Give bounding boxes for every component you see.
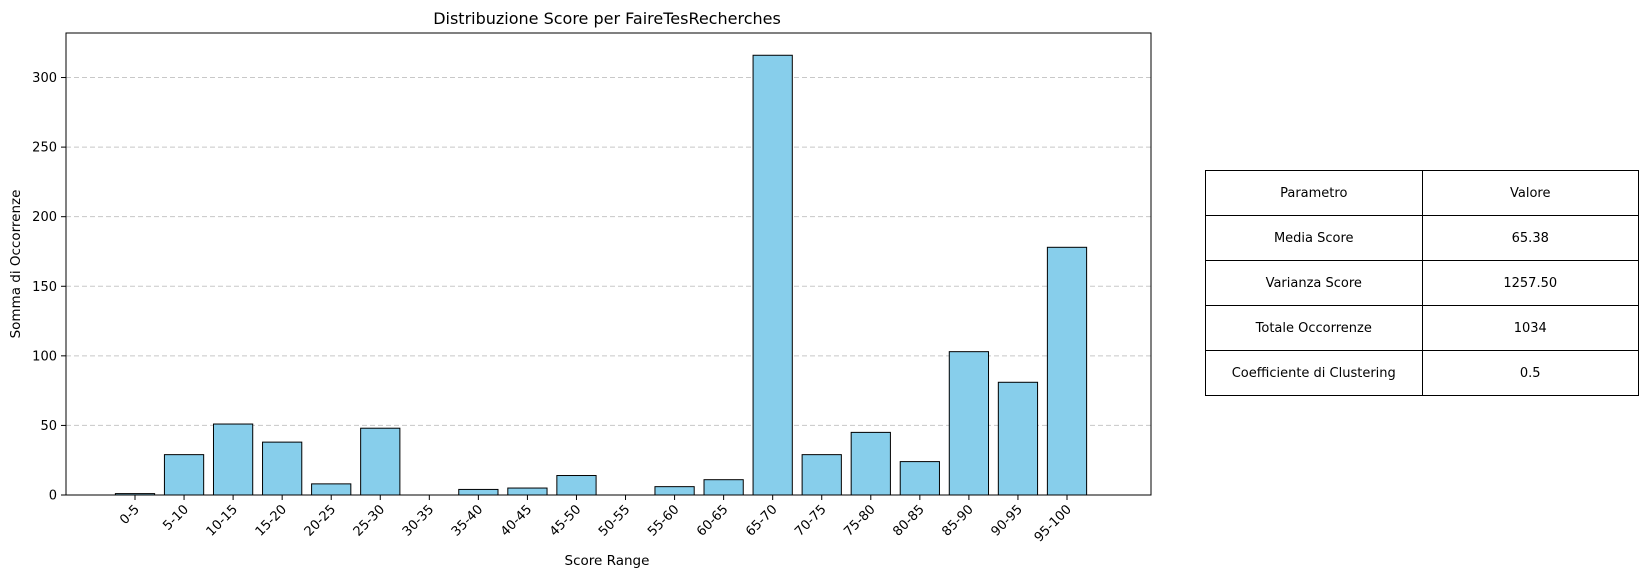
table-row: Media Score 65.38 xyxy=(1205,215,1639,261)
bar-35-40 xyxy=(458,488,499,496)
bar-75-80 xyxy=(850,431,891,496)
x-tick-label: 85-90 xyxy=(939,502,976,539)
x-tick-label: 35-40 xyxy=(449,502,486,539)
bar-85-90 xyxy=(948,351,990,496)
x-tick-label: 30-35 xyxy=(400,502,437,539)
x-tick-label: 70-75 xyxy=(792,502,829,539)
bar-95-100 xyxy=(1046,246,1088,496)
x-tick-label: 15-20 xyxy=(253,502,290,539)
x-tick-label: 55-60 xyxy=(645,502,682,539)
table-cell-param: Varianza Score xyxy=(1205,260,1423,306)
y-tick-label: 0 xyxy=(49,489,57,504)
y-tick-label: 50 xyxy=(40,419,57,434)
x-tick-label: 80-85 xyxy=(890,502,927,539)
bars xyxy=(114,54,1088,496)
y-tick-label: 150 xyxy=(32,280,57,295)
bar-45-50 xyxy=(556,475,597,496)
bar-65-70 xyxy=(752,54,793,496)
table-header-param: Parametro xyxy=(1205,170,1423,216)
bar-60-65 xyxy=(703,479,744,496)
bar-20-25 xyxy=(311,483,352,496)
x-tick-label: 5-10 xyxy=(160,502,191,533)
x-tick-label: 90-95 xyxy=(988,502,1025,539)
x-tick-label: 45-50 xyxy=(547,502,584,539)
x-tick-label: 65-70 xyxy=(743,502,780,539)
x-axis-ticks: 0-5 5-10 10-15 15-20 20-25 25-30 30-35 35-40 40-… xyxy=(117,495,1075,545)
bar-40-45 xyxy=(507,487,548,496)
x-tick-label: 50-55 xyxy=(596,502,633,539)
y-tick-label: 100 xyxy=(32,349,57,364)
bar-25-30 xyxy=(360,427,401,496)
table-cell-value: 0.5 xyxy=(1421,350,1639,396)
y-axis-ticks: 0 50 100 150 200 250 300 xyxy=(32,71,66,504)
x-tick-label: 75-80 xyxy=(841,502,878,539)
bar-70-75 xyxy=(801,454,842,496)
table-cell-value: 1257.50 xyxy=(1421,260,1639,306)
chart-title: Distribuzione Score per FaireTesRecherch… xyxy=(433,9,781,28)
bar-10-15 xyxy=(212,423,254,496)
y-axis-label: Somma di Occorrenze xyxy=(8,190,24,339)
table-cell-value: 65.38 xyxy=(1421,215,1639,261)
bar-90-95 xyxy=(997,381,1039,496)
bar-80-85 xyxy=(899,461,940,496)
table-row: Coefficiente di Clustering 0.5 xyxy=(1205,350,1639,396)
bar-15-20 xyxy=(262,441,303,496)
x-axis-label: Score Range xyxy=(565,553,650,569)
x-tick-label: 10-15 xyxy=(204,502,241,539)
table-cell-param: Coefficiente di Clustering xyxy=(1205,350,1423,396)
x-tick-label: 40-45 xyxy=(498,502,535,539)
x-tick-label: 60-65 xyxy=(694,502,731,539)
y-tick-label: 300 xyxy=(32,71,57,86)
x-tick-label: 0-5 xyxy=(117,502,143,528)
y-tick-label: 250 xyxy=(32,141,57,156)
table-row: Totale Occorrenze 1034 xyxy=(1205,305,1639,351)
stats-table: Parametro Valore Media Score 65.38 Varia… xyxy=(1205,170,1639,396)
table-row: Varianza Score 1257.50 xyxy=(1205,260,1639,306)
table-header-row: Parametro Valore xyxy=(1205,170,1639,216)
x-tick-label: 25-30 xyxy=(351,502,388,539)
bar-5-10 xyxy=(163,454,205,496)
table-cell-param: Media Score xyxy=(1205,215,1423,261)
table-cell-value: 1034 xyxy=(1421,305,1639,351)
table-cell-param: Totale Occorrenze xyxy=(1205,305,1423,351)
y-tick-label: 200 xyxy=(32,210,57,225)
x-tick-label: 95-100 xyxy=(1032,502,1075,545)
table-header-value: Valore xyxy=(1421,170,1639,216)
x-tick-label: 20-25 xyxy=(302,502,339,539)
plot-frame xyxy=(65,32,1152,496)
bar-55-60 xyxy=(654,486,695,496)
